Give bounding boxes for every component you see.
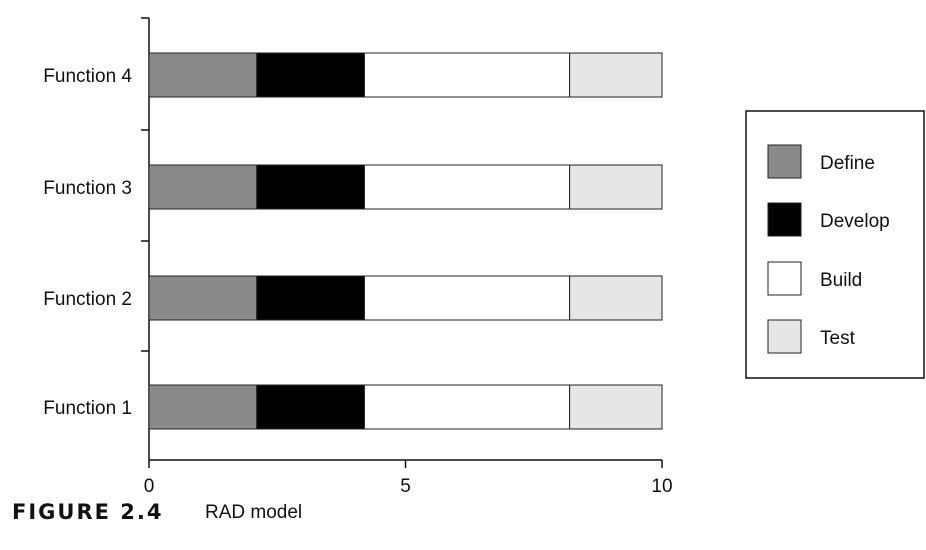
category-labels: Function 4 Function 3 Function 2 Function 1: [43, 66, 132, 419]
bar-segment-build: [363, 275, 571, 321]
bar-segment-develop: [256, 275, 365, 321]
legend-label: Define: [820, 153, 875, 174]
legend-swatch-define: [767, 144, 802, 179]
category-label: Function 4: [43, 66, 132, 87]
figure-caption: RAD model: [205, 502, 303, 523]
x-tick-label: 0: [144, 476, 155, 497]
legend-label: Build: [820, 270, 862, 291]
bar-segment-develop: [256, 52, 365, 98]
bar-segment-test: [569, 275, 663, 321]
legend: Define Develop Build Test: [745, 110, 925, 379]
x-tick-label: 5: [400, 476, 411, 497]
bar-segment-define: [148, 384, 258, 430]
bar-segment-test: [569, 164, 663, 210]
x-tick-label: 10: [651, 476, 672, 497]
bar-segment-develop: [256, 384, 365, 430]
category-label: Function 1: [43, 398, 132, 419]
bar-segment-build: [363, 384, 571, 430]
bar-segment-test: [569, 384, 663, 430]
legend-swatch-build: [767, 261, 802, 296]
bar-segment-build: [363, 52, 571, 98]
x-axis-ticks: 0 5 10: [144, 460, 673, 497]
bar-segment-test: [569, 52, 663, 98]
bar-segment-define: [148, 52, 258, 98]
bar-segment-build: [363, 164, 571, 210]
bar-segment-define: [148, 275, 258, 321]
category-label: Function 2: [43, 289, 132, 310]
legend-swatch-test: [767, 319, 802, 354]
legend-swatch-develop: [767, 202, 802, 237]
legend-label: Develop: [820, 211, 890, 232]
category-label: Function 3: [43, 178, 132, 199]
bar-segment-define: [148, 164, 258, 210]
bar-segments: [148, 52, 663, 430]
figure-label: FIGURE 2.4: [12, 500, 164, 524]
bar-segment-develop: [256, 164, 365, 210]
legend-label: Test: [820, 328, 856, 349]
